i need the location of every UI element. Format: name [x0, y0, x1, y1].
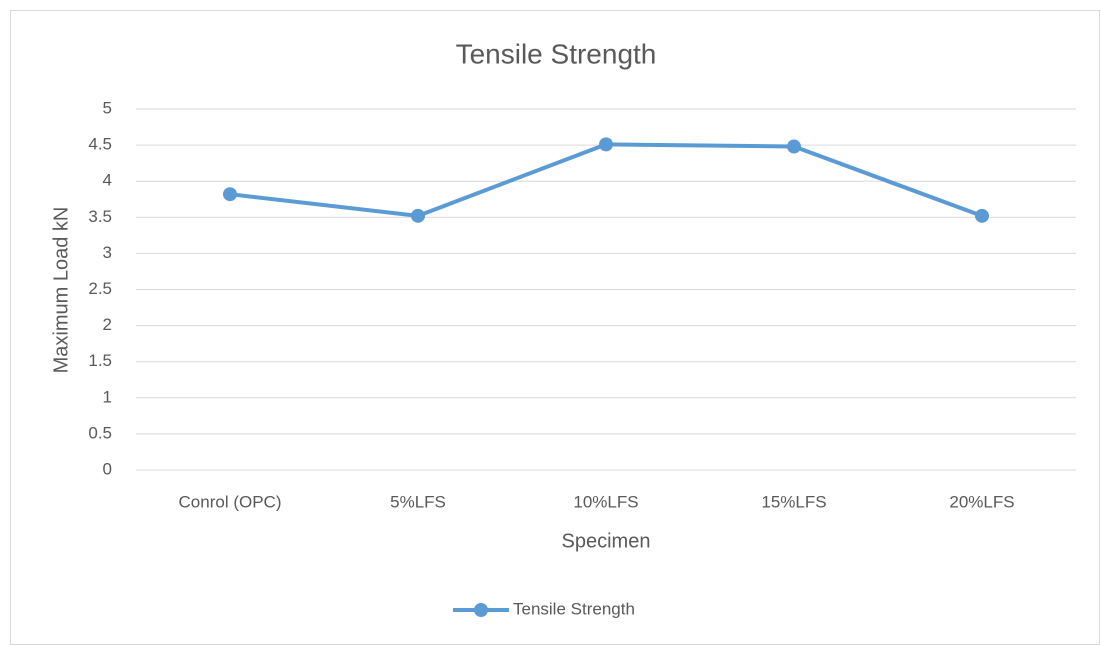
y-tick-label: 5: [103, 98, 112, 117]
data-point: [411, 208, 425, 223]
data-point: [223, 187, 237, 202]
y-tick-label: 4.5: [88, 135, 112, 154]
x-tick-label: Conrol (OPC): [179, 492, 282, 511]
x-tick-label: 20%LFS: [949, 492, 1014, 511]
legend-label: Tensile Strength: [513, 599, 635, 618]
data-point: [975, 208, 989, 223]
y-tick-label: 0: [103, 459, 112, 478]
y-tick-label: 1.5: [88, 351, 112, 370]
y-tick-label: 4: [103, 171, 112, 190]
data-point: [787, 139, 801, 154]
y-tick-label: 2: [103, 315, 112, 334]
x-tick-label: 5%LFS: [390, 492, 446, 511]
x-axis-label: Specimen: [562, 530, 651, 552]
y-tick-label: 0.5: [88, 423, 112, 442]
y-tick-label: 3.5: [88, 207, 112, 226]
chart-title: Tensile Strength: [456, 38, 657, 69]
x-tick-label: 15%LFS: [761, 492, 826, 511]
legend-marker: [474, 603, 488, 617]
y-tick-label: 2.5: [88, 279, 112, 298]
chart-frame: [10, 10, 1100, 645]
x-tick-label: 10%LFS: [573, 492, 638, 511]
data-point: [599, 137, 613, 152]
y-tick-label: 3: [103, 243, 112, 262]
y-axis-label: Maximum Load kN: [50, 207, 72, 374]
y-tick-label: 1: [103, 387, 112, 406]
